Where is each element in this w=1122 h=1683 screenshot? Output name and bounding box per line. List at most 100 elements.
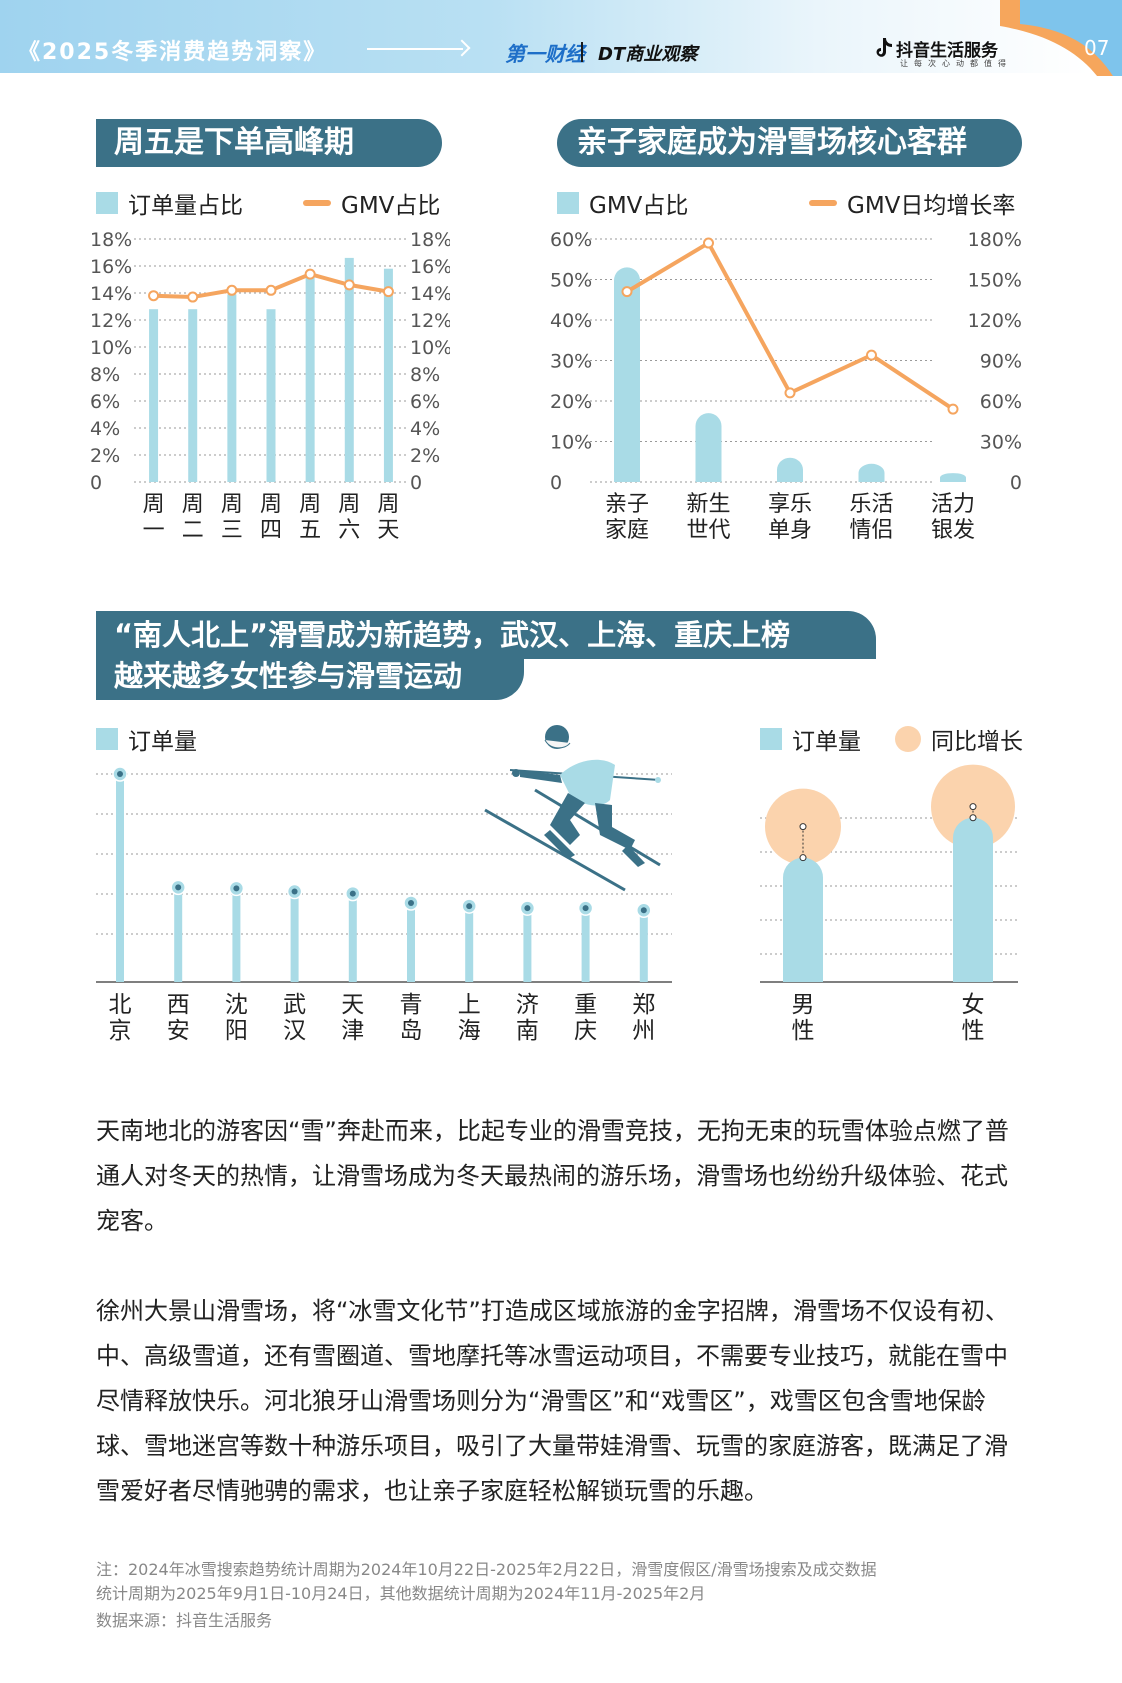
- bar: [305, 275, 315, 482]
- legend-label: GMV占比: [341, 193, 441, 219]
- x-tick-label-line2: 五: [299, 518, 321, 543]
- x-tick-label-line1: 上: [458, 992, 481, 1018]
- y-left-tick-label: 10%: [90, 337, 132, 359]
- x-tick-label-line2: 四: [260, 518, 282, 543]
- bar: [344, 257, 354, 482]
- x-tick-label-line1: 周: [338, 492, 360, 517]
- y-right-tick-label: 10%: [410, 337, 450, 359]
- lollipop-stem: [407, 902, 415, 982]
- page-number: 07: [1084, 36, 1110, 60]
- y-left-tick-label: 16%: [90, 256, 132, 278]
- x-tick-label-line1: 西: [167, 992, 190, 1018]
- legend-swatch-bar: [96, 728, 118, 750]
- x-tick-label-line2: 岛: [400, 1018, 423, 1044]
- y-right-tick-label: 8%: [410, 364, 440, 386]
- y-right-tick-label: 30%: [980, 432, 1022, 454]
- legend-gmv-share: GMV占比: [303, 186, 440, 220]
- bar: [149, 309, 159, 482]
- x-tick-label-line1: 天: [341, 992, 364, 1018]
- y-right-tick-label: 12%: [410, 310, 450, 332]
- logo-douyin: 抖音生活服务: [896, 41, 998, 61]
- legend-label: 订单量: [128, 729, 197, 755]
- lollipop-dot: [349, 890, 356, 897]
- top-bar: 《2025冬季消费趋势洞察》 第一财经 DT商业观察 抖音生活服务 让每次心动都…: [0, 0, 1122, 76]
- x-tick-label-line2: 一: [143, 518, 165, 543]
- x-tick-label-line2: 海: [458, 1018, 481, 1044]
- y-left-tick-label: 18%: [90, 229, 132, 251]
- x-tick-label-line2: 六: [338, 518, 360, 543]
- line-point: [784, 387, 796, 399]
- y-right-tick-label: 120%: [968, 310, 1022, 332]
- y-left-tick-label: 30%: [550, 351, 592, 373]
- y-left-tick-label: 40%: [550, 310, 592, 332]
- line-point: [304, 268, 316, 280]
- x-tick-label-line2: 京: [109, 1018, 132, 1044]
- bar: [383, 268, 393, 482]
- lollipop-stem: [465, 906, 474, 982]
- y-right-tick-label: 6%: [410, 391, 440, 413]
- x-tick-label-line2: 州: [632, 1018, 655, 1044]
- x-tick-label-line1: 青: [400, 992, 423, 1018]
- line-point: [621, 286, 633, 298]
- logo-douyin-slogan: 让每次心动都值得: [900, 59, 1012, 68]
- lollipop-stem: [116, 774, 124, 982]
- y-right-tick-label: 0: [1010, 472, 1022, 494]
- legend-gender-growth: 同比增长: [895, 722, 1023, 756]
- x-tick-label-line1: 乐活: [849, 492, 893, 517]
- section-title-ski-trend: “南人北上”滑雪成为新趋势，武汉、上海、重庆上榜: [96, 611, 876, 659]
- legend-swatch-line: [809, 200, 837, 206]
- x-tick-label-line2: 三: [221, 518, 243, 543]
- section-title-weekday: 周五是下单高峰期: [96, 119, 442, 167]
- bubble-center: [799, 823, 807, 831]
- x-tick-label-line1: 活力: [931, 492, 975, 517]
- logo-divider: [581, 42, 583, 62]
- lollipop-dot: [524, 905, 531, 912]
- paragraph-1: 天南地北的游客因“雪”奔赴而来，比起专业的滑雪竞技，无拘无束的玩雪体验点燃了普通…: [96, 1117, 1009, 1235]
- legend-swatch-bar: [557, 192, 579, 214]
- line-point: [343, 279, 355, 291]
- lollipop-dot: [408, 899, 414, 906]
- legend-label: 订单量占比: [128, 193, 243, 219]
- legend-order-share: 订单量占比: [96, 186, 243, 220]
- x-tick-label-line1: 北: [109, 992, 132, 1018]
- y-left-tick-label: 10%: [550, 432, 592, 454]
- y-right-tick-label: 150%: [968, 270, 1022, 292]
- y-right-tick-label: 14%: [410, 283, 450, 305]
- douyin-icon: [876, 38, 892, 57]
- bar: [227, 294, 237, 482]
- y-right-tick-label: 4%: [410, 418, 440, 440]
- legend-swatch-bubble: [895, 726, 921, 752]
- legend-swatch-bar: [760, 728, 782, 750]
- lollipop-stem: [639, 910, 648, 982]
- y-right-tick-label: 90%: [980, 351, 1022, 373]
- y-right-tick-label: 180%: [968, 229, 1022, 251]
- lollipop-dot: [175, 884, 182, 891]
- lollipop-stem: [232, 888, 241, 982]
- x-tick-label-line1: 沈: [225, 992, 248, 1018]
- x-tick-label-line1: 男: [792, 992, 815, 1018]
- legend-label: GMV占比: [589, 193, 689, 219]
- top-bar-background: [0, 0, 1090, 73]
- x-tick-label-line1: 周: [182, 492, 204, 517]
- y-right-tick-label: 0: [410, 472, 422, 494]
- line-point: [226, 284, 238, 296]
- x-tick-label-line1: 周: [260, 492, 282, 517]
- skier-illustration: [484, 725, 661, 892]
- lollipop-dot: [233, 885, 240, 892]
- legend-city-orders: 订单量: [96, 722, 197, 756]
- x-tick-label-line1: 享乐: [768, 492, 812, 517]
- bar: [953, 817, 993, 982]
- note-line-1: 注：2024年冰雪搜索趋势统计周期为2024年10月22日-2025年2月22日…: [96, 1560, 877, 1579]
- x-tick-label-line2: 性: [962, 1018, 985, 1044]
- x-tick-label-line1: 亲子: [605, 492, 649, 517]
- chart-customer-groups: 60% 180% 50% 150% 40% 120% 30% 90% 20% 60% 10% 30% 0…: [550, 229, 1022, 543]
- y-left-tick-label: 4%: [90, 418, 120, 440]
- x-tick-label-line2: 津: [341, 1018, 364, 1044]
- y-left-tick-label: 12%: [90, 310, 132, 332]
- x-tick-label-line2: 阳: [225, 1018, 248, 1044]
- x-tick-label-line2: 安: [167, 1018, 190, 1044]
- bar: [940, 473, 966, 482]
- logo-dt: DT商业观察: [598, 44, 698, 65]
- y-left-tick-label: 0: [550, 472, 562, 494]
